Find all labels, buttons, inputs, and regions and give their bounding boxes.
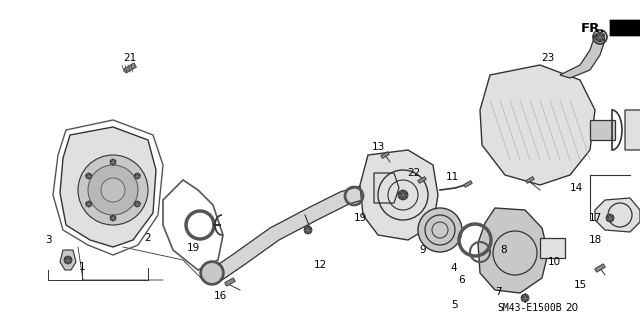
Polygon shape — [625, 110, 640, 150]
Text: 4: 4 — [451, 263, 458, 273]
Polygon shape — [360, 150, 438, 240]
Text: 6: 6 — [459, 275, 465, 285]
Text: 1: 1 — [79, 262, 85, 272]
Circle shape — [110, 159, 116, 165]
Circle shape — [110, 215, 116, 221]
Circle shape — [88, 165, 138, 215]
Text: 14: 14 — [570, 183, 582, 193]
Text: 15: 15 — [573, 280, 587, 290]
Polygon shape — [478, 208, 548, 293]
Circle shape — [595, 32, 605, 42]
Circle shape — [86, 173, 92, 179]
Text: 11: 11 — [445, 172, 459, 182]
Text: SM43-E1500B: SM43-E1500B — [498, 303, 563, 313]
Text: 16: 16 — [213, 291, 227, 301]
Circle shape — [418, 208, 462, 252]
Text: 7: 7 — [495, 287, 501, 297]
Polygon shape — [124, 63, 136, 73]
Text: 2: 2 — [145, 233, 151, 243]
Polygon shape — [213, 183, 379, 280]
Text: 5: 5 — [451, 300, 458, 310]
Polygon shape — [381, 152, 389, 159]
Circle shape — [521, 294, 529, 302]
Polygon shape — [610, 14, 640, 42]
Polygon shape — [60, 127, 156, 247]
Polygon shape — [595, 198, 640, 232]
Polygon shape — [540, 238, 565, 258]
Circle shape — [606, 214, 614, 222]
Polygon shape — [590, 120, 615, 140]
Text: 10: 10 — [547, 257, 561, 267]
Polygon shape — [225, 278, 236, 286]
Text: 3: 3 — [45, 235, 51, 245]
Polygon shape — [60, 250, 76, 270]
Text: 19: 19 — [353, 213, 367, 223]
Text: 19: 19 — [186, 243, 200, 253]
Polygon shape — [560, 35, 605, 78]
Circle shape — [398, 190, 408, 200]
Polygon shape — [418, 177, 426, 183]
Text: 23: 23 — [541, 53, 555, 63]
Polygon shape — [374, 173, 399, 203]
Text: 12: 12 — [314, 260, 326, 270]
Polygon shape — [525, 177, 534, 183]
Circle shape — [134, 201, 140, 207]
Text: 13: 13 — [371, 142, 385, 152]
Text: 20: 20 — [565, 303, 579, 313]
Circle shape — [134, 173, 140, 179]
Polygon shape — [480, 65, 595, 185]
Circle shape — [200, 261, 224, 285]
Circle shape — [78, 155, 148, 225]
Polygon shape — [464, 181, 472, 187]
Text: 21: 21 — [124, 53, 136, 63]
Text: FR.: FR. — [580, 23, 605, 35]
Text: 9: 9 — [420, 245, 426, 255]
Circle shape — [86, 201, 92, 207]
Circle shape — [304, 226, 312, 234]
Text: 18: 18 — [588, 235, 602, 245]
Text: 8: 8 — [500, 245, 508, 255]
Text: 22: 22 — [408, 168, 420, 178]
Polygon shape — [595, 264, 605, 272]
Circle shape — [64, 256, 72, 264]
Circle shape — [101, 178, 125, 202]
Text: 17: 17 — [588, 213, 602, 223]
